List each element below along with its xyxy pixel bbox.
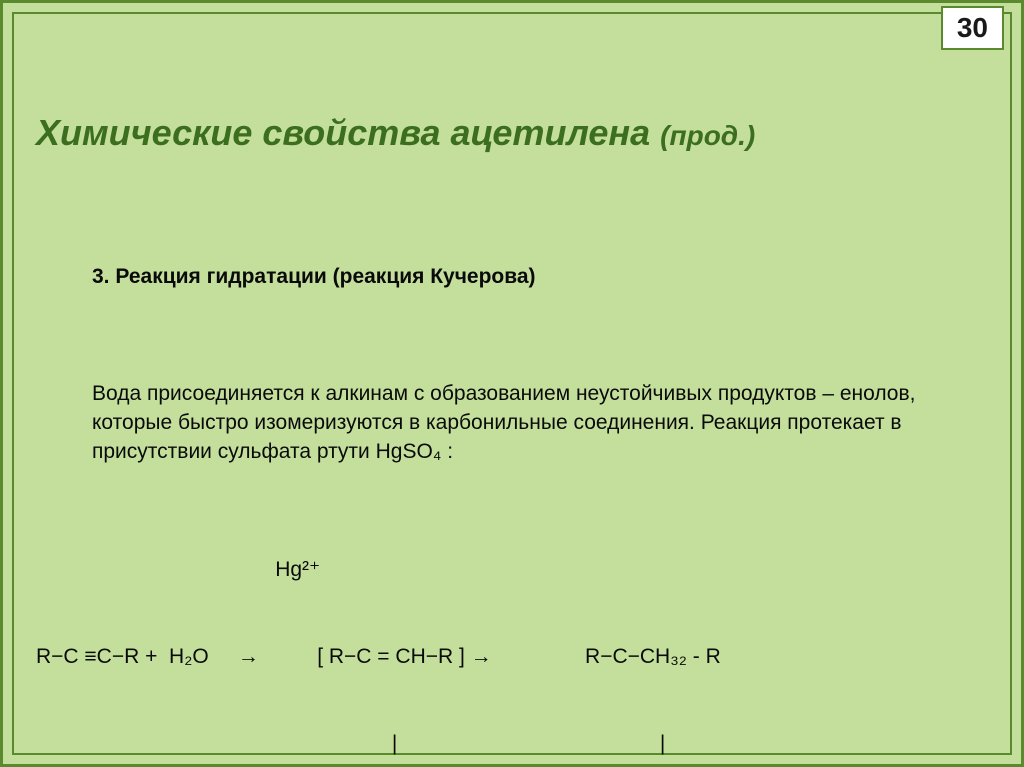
page-number-badge: 30 bbox=[941, 6, 1004, 50]
slide-title: Химические свойства ацетилена (прод.) bbox=[36, 108, 988, 158]
paragraph-1: Вода присоединяется к алкинам с образова… bbox=[36, 380, 988, 467]
slide-content: Химические свойства ацетилена (прод.) 3.… bbox=[36, 50, 988, 767]
title-suffix: (прод.) bbox=[660, 120, 755, 151]
title-main: Химические свойства ацетилена bbox=[36, 112, 660, 153]
equation-1-line-2: | | bbox=[36, 730, 988, 759]
equation-1-line-1: R−C ≡C−R + H₂O → [ R−C = CH−R ] → R−C−CH… bbox=[36, 643, 988, 672]
catalyst-label: Hg²⁺ bbox=[36, 556, 988, 585]
section-heading: 3. Реакция гидратации (реакция Кучерова) bbox=[36, 263, 988, 292]
